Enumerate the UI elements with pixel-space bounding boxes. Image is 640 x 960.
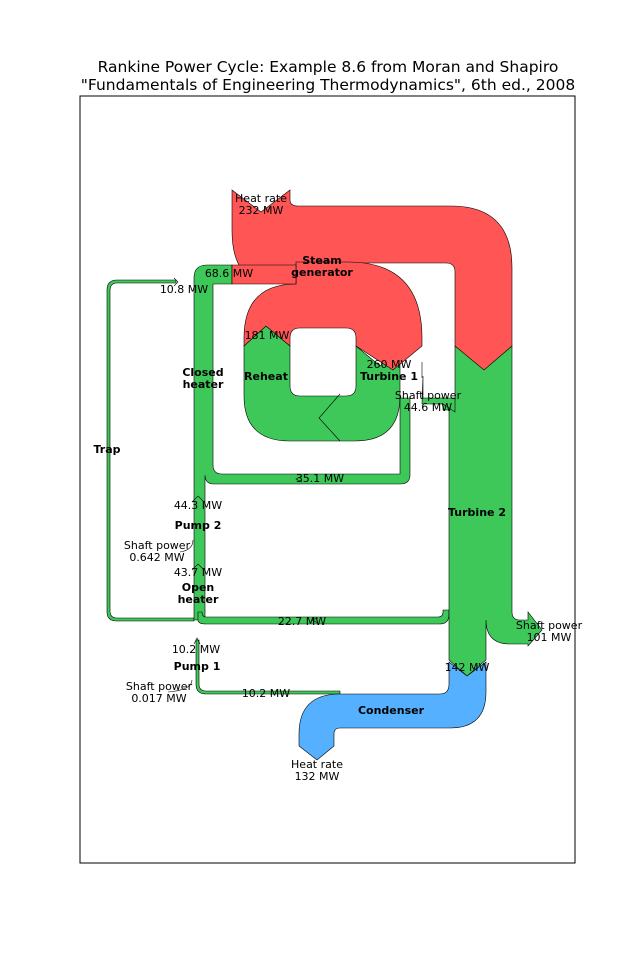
trap-label: Trap (93, 443, 120, 456)
diagram-title-line2: "Fundamentals of Engineering Thermodynam… (81, 76, 575, 94)
mark-10-2 (193, 637, 201, 645)
mark-pump2-shaft (179, 539, 194, 553)
steam-generator-label-l1: Steam (302, 254, 342, 267)
heat-out-label-l2: 132 MW (295, 770, 340, 783)
flow-142-label: 142 MW (445, 661, 490, 674)
turbine1-shaft-stub (421, 375, 456, 413)
closed-heater-column (193, 264, 411, 621)
turbine2-label: Turbine 2 (448, 506, 506, 519)
flow-35-1-label: 35.1 MW (296, 472, 344, 485)
flow-44-3-label: 44.3 MW (174, 499, 222, 512)
flow-260-label: 260 MW (367, 358, 412, 371)
flow-10-2b-label: 10.2 MW (242, 687, 290, 700)
steam-generator-label-l2: generator (291, 266, 353, 279)
closed-heater-label-l1: Closed (182, 366, 223, 379)
heat-out-label-l1: Heat rate (291, 758, 343, 771)
pump2-label: Pump 2 (175, 519, 222, 532)
open-heater-label-l1: Open (182, 581, 215, 594)
flow-10-8-label: 10.8 MW (160, 283, 208, 296)
condenser-flow (298, 661, 487, 761)
mark-44-3 (191, 495, 205, 503)
heat-in-label-l1: Heat rate (235, 192, 287, 205)
mark-35-1 (295, 475, 303, 483)
mark-pump1-shaft (167, 679, 193, 693)
steam-generator-dome (243, 261, 423, 371)
reheat-arrow-mark (318, 393, 341, 442)
turbine1-label: Turbine 1 (360, 370, 418, 383)
turbine2-shaft-label-l2: 101 MW (527, 631, 572, 644)
pump2-shaft-label-l2: 0.642 MW (129, 551, 184, 564)
pump1-shaft-label-l1: Shaft power (126, 680, 193, 693)
flow-43-7-label: 43.7 MW (174, 566, 222, 579)
heat-in-label-l2: 232 MW (239, 204, 284, 217)
pump1-label: Pump 1 (174, 660, 221, 673)
turbine1-shaft-label-l2: 44.6 MW (404, 401, 452, 414)
closed-heater-label-l2: heater (183, 378, 224, 391)
pump1-flow (195, 639, 341, 695)
flow-68-6-label: 68.6 MW (205, 267, 253, 280)
turbine1-shaft-label-l1: Shaft power (395, 389, 462, 402)
diagram-title-line1: Rankine Power Cycle: Example 8.6 from Mo… (98, 58, 559, 76)
mark-22-7 (311, 617, 319, 624)
pump2-shaft-label-l1: Shaft power (124, 539, 191, 552)
flow-181-label: 181 MW (245, 329, 290, 342)
condenser-label: Condenser (358, 704, 425, 717)
reheat-label: Reheat (244, 370, 288, 383)
closed-heater-return-red (231, 264, 297, 285)
pump1-shaft-label-l2: 0.017 MW (131, 692, 186, 705)
bleed-open-heater (197, 609, 450, 625)
mark-10-8 (173, 277, 179, 287)
open-heater-label-l2: heater (178, 593, 219, 606)
turbine2-shaft-label-l1: Shaft power (516, 619, 583, 632)
mark-43-7 (191, 563, 205, 571)
flow-10-2a-label: 10.2 MW (172, 643, 220, 656)
plot-frame (79, 95, 576, 864)
flow-22-7-label: 22.7 MW (278, 615, 326, 628)
